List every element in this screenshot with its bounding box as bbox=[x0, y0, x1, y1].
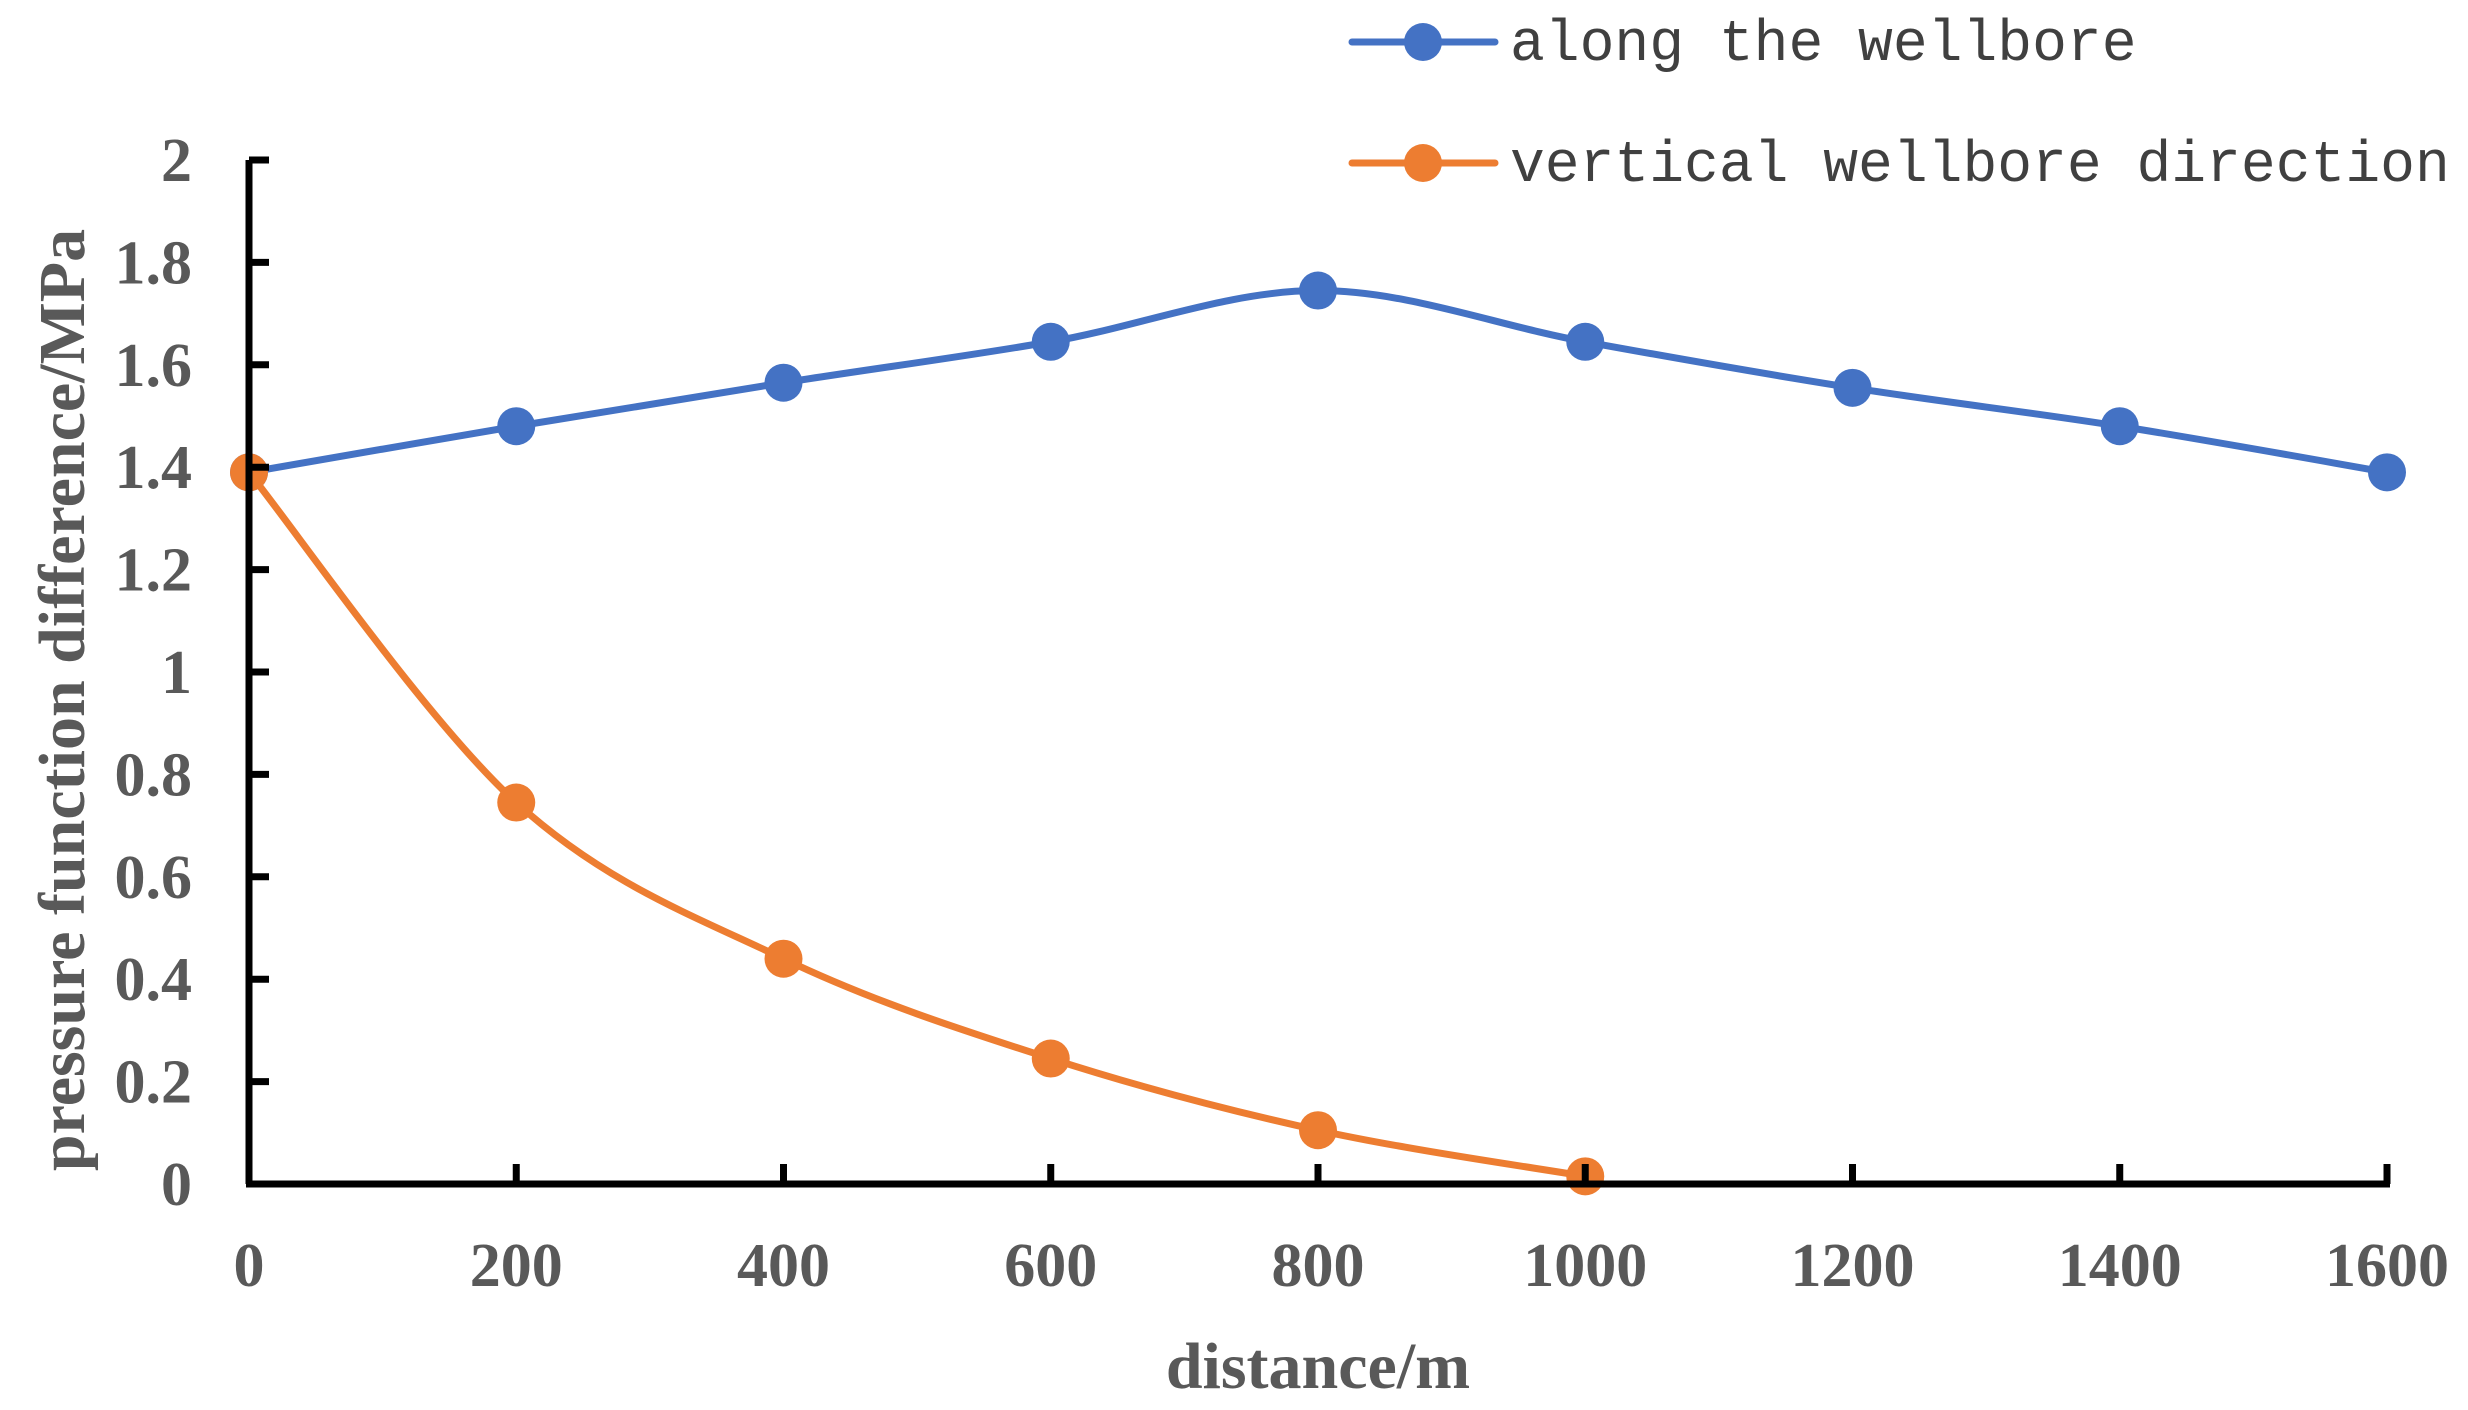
x-tick-label: 1600 bbox=[2325, 1232, 2449, 1300]
y-tick-label: 0.4 bbox=[115, 946, 193, 1014]
y-tick-label: 0 bbox=[161, 1151, 192, 1219]
data-point bbox=[2368, 453, 2406, 492]
y-tick-label: 2 bbox=[161, 127, 192, 195]
y-tick-label: 0.6 bbox=[115, 844, 193, 912]
data-point bbox=[1833, 368, 1872, 407]
legend-swatch-marker bbox=[1404, 144, 1442, 182]
y-tick-label: 1.2 bbox=[115, 537, 193, 605]
series-line-vertical-wellbore-direction bbox=[245, 468, 1589, 1180]
series-line-along-the-wellbore bbox=[245, 287, 2391, 476]
y-tick-label: 1 bbox=[161, 639, 192, 707]
x-tick-label: 1000 bbox=[1523, 1232, 1647, 1300]
x-tick-label: 200 bbox=[470, 1232, 563, 1300]
data-point bbox=[1031, 1039, 1070, 1078]
data-point bbox=[1299, 271, 1337, 310]
series-layer bbox=[230, 271, 2406, 1196]
data-point bbox=[764, 363, 803, 402]
x-tick-label: 1200 bbox=[1791, 1232, 1915, 1300]
y-tick-label: 1.4 bbox=[115, 434, 193, 502]
y-tick-label: 0.8 bbox=[115, 741, 193, 809]
x-tick-label: 0 bbox=[234, 1232, 265, 1300]
y-tick-label: 1.8 bbox=[115, 229, 193, 297]
x-tick-label: 600 bbox=[1004, 1232, 1097, 1300]
axes-layer: 0 0.2 0.4 0.6 0.8 1 1.2 1.4 1.6 1.8 2 0 200 400 600 800… bbox=[115, 127, 2450, 1300]
legend-swatch-marker bbox=[1404, 23, 1442, 61]
legend: along the wellbore vertical wellbore dire… bbox=[1348, 13, 2450, 199]
legend-item-vertical-wellbore-direction: vertical wellbore direction bbox=[1348, 134, 2450, 199]
data-point bbox=[497, 407, 536, 446]
legend-item-along-the-wellbore: along the wellbore bbox=[1348, 13, 2137, 78]
y-tick-label: 1.6 bbox=[115, 332, 193, 400]
data-point bbox=[1299, 1111, 1337, 1150]
x-tick-label: 400 bbox=[737, 1232, 830, 1300]
x-axis-title: distance/m bbox=[1166, 1330, 1470, 1403]
legend-label: vertical wellbore direction bbox=[1510, 134, 2450, 199]
series-along-the-wellbore bbox=[230, 271, 2406, 492]
x-tick-label: 1400 bbox=[2058, 1232, 2182, 1300]
data-point bbox=[497, 783, 536, 822]
data-point bbox=[1031, 322, 1070, 361]
y-tick-label: 0.2 bbox=[115, 1049, 193, 1117]
y-axis-title: pressure function difference/MPa bbox=[26, 229, 99, 1171]
data-point bbox=[1566, 322, 1605, 361]
data-point bbox=[2100, 407, 2139, 446]
legend-label: along the wellbore bbox=[1510, 13, 2137, 78]
x-tick-label: 800 bbox=[1272, 1232, 1365, 1300]
data-point bbox=[764, 939, 803, 978]
series-vertical-wellbore-direction bbox=[230, 453, 1605, 1196]
